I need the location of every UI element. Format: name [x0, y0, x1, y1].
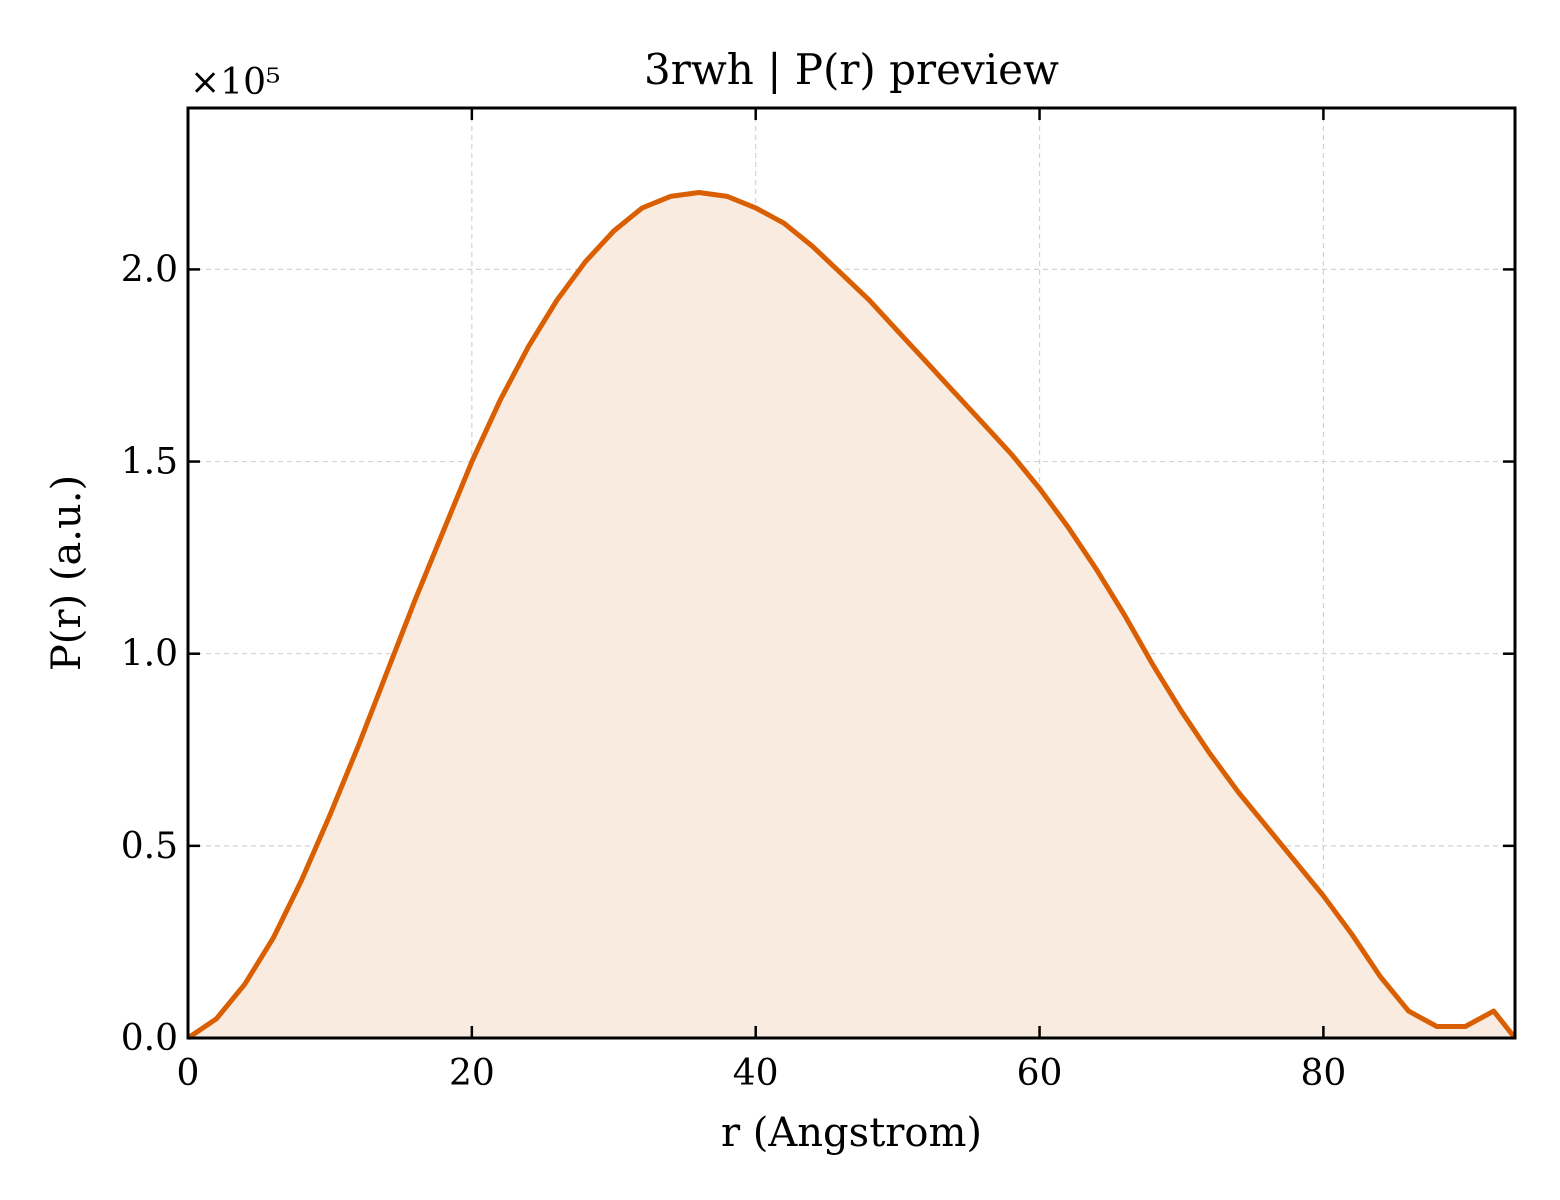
- x-axis-label: r (Angstrom): [721, 1110, 982, 1156]
- chart-title: 3rwh | P(r) preview: [644, 45, 1059, 94]
- x-tick-label: 0: [177, 1053, 200, 1094]
- y-tick-label: 1.0: [121, 634, 178, 675]
- series-line: [186, 190, 1517, 1041]
- y-tick-label: 0.0: [121, 1018, 178, 1059]
- y-axis-label: P(r) (a.u.): [44, 475, 90, 671]
- x-tick-label: 20: [449, 1053, 495, 1094]
- plot-frame: [186, 106, 1517, 1040]
- x-tick-label: 60: [1017, 1053, 1063, 1094]
- x-tick-label: 80: [1300, 1053, 1346, 1094]
- x-tick-label: 40: [733, 1053, 779, 1094]
- series-area-fill: [188, 192, 1515, 1038]
- y-tick-label: 2.0: [121, 249, 178, 290]
- axis-ticks: 0 20 40 60 80 0.0 0.5 1.0 1.5 2.0: [121, 108, 1515, 1094]
- y-tick-label: 0.5: [121, 826, 178, 867]
- y-tick-label: 1.5: [121, 442, 178, 483]
- y-multiplier-label: ×10⁵: [190, 62, 280, 103]
